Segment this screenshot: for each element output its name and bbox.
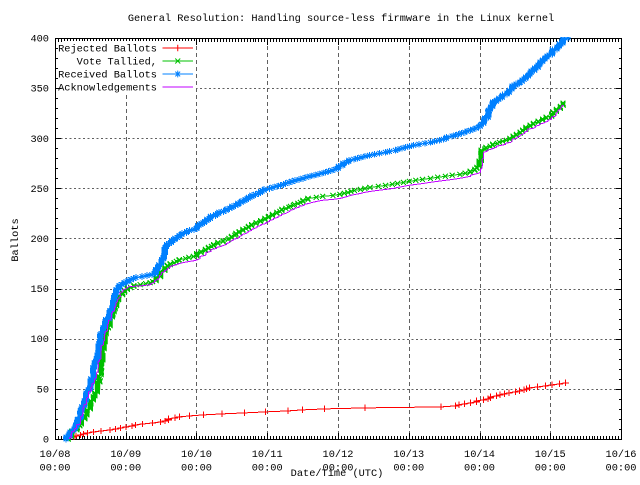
svg-text:00:00: 00:00	[40, 463, 71, 475]
svg-text:00:00: 00:00	[535, 463, 566, 475]
svg-text:00:00: 00:00	[252, 463, 283, 475]
svg-text:00:00: 00:00	[393, 463, 424, 475]
svg-text:10/12: 10/12	[323, 449, 354, 461]
svg-text:300: 300	[30, 134, 49, 146]
svg-text:10/13: 10/13	[393, 449, 424, 461]
svg-text:00:00: 00:00	[606, 463, 637, 475]
svg-text:00:00: 00:00	[323, 463, 354, 475]
svg-text:Ballots: Ballots	[10, 218, 22, 261]
svg-text:100: 100	[30, 334, 49, 346]
svg-text:0: 0	[43, 435, 49, 447]
svg-text:250: 250	[30, 184, 49, 196]
svg-text:00:00: 00:00	[464, 463, 495, 475]
svg-text:10/11: 10/11	[252, 449, 283, 461]
svg-text:Rejected Ballots: Rejected Ballots	[58, 44, 157, 56]
svg-text:10/14: 10/14	[464, 449, 495, 461]
svg-text:Received Ballots: Received Ballots	[58, 70, 157, 82]
svg-text:10/15: 10/15	[535, 449, 566, 461]
svg-text:150: 150	[30, 284, 49, 296]
svg-text:10/16: 10/16	[606, 449, 637, 461]
svg-text:10/09: 10/09	[110, 449, 141, 461]
svg-text:400: 400	[30, 34, 49, 46]
svg-text:10/10: 10/10	[181, 449, 212, 461]
svg-text:00:00: 00:00	[181, 463, 212, 475]
svg-text:Acknowledgements: Acknowledgements	[58, 83, 157, 95]
svg-text:Date/Time (UTC): Date/Time (UTC)	[291, 468, 384, 480]
svg-text:General Resolution: Handling s: General Resolution: Handling source-less…	[128, 13, 554, 25]
svg-text:50: 50	[37, 384, 49, 396]
svg-text:00:00: 00:00	[110, 463, 141, 475]
svg-text:10/08: 10/08	[40, 449, 71, 461]
svg-text:200: 200	[30, 234, 49, 246]
svg-text:350: 350	[30, 84, 49, 96]
svg-text:Vote Tallied,: Vote Tallied,	[77, 57, 157, 69]
